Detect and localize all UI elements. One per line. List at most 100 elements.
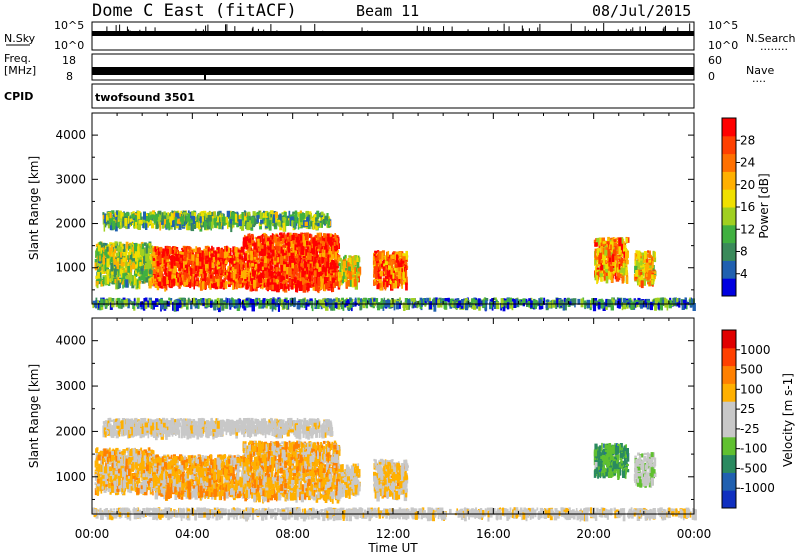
power-data-point bbox=[204, 266, 207, 271]
power-data-point bbox=[351, 271, 355, 275]
power-data-point bbox=[626, 302, 629, 309]
power-data-point bbox=[347, 270, 351, 273]
power-data-point bbox=[335, 277, 338, 281]
power-data-point bbox=[652, 250, 655, 258]
power-data-point bbox=[383, 263, 387, 271]
power-data-point bbox=[185, 251, 188, 258]
power-data-point bbox=[154, 246, 157, 253]
power-data-point bbox=[173, 278, 176, 285]
power-data-point bbox=[138, 280, 142, 284]
power-data-point bbox=[351, 274, 355, 277]
power-data-point bbox=[284, 259, 287, 268]
power-data-point bbox=[276, 284, 280, 293]
power-data-point bbox=[277, 276, 280, 280]
power-data-point bbox=[317, 248, 320, 252]
power-data-point bbox=[252, 243, 255, 246]
power-data-point bbox=[315, 283, 317, 291]
power-data-point bbox=[320, 240, 324, 244]
power-data-point bbox=[134, 273, 138, 278]
power-data-point bbox=[163, 259, 166, 262]
power-data-point bbox=[386, 251, 388, 259]
power-data-point bbox=[648, 263, 652, 266]
power-data-point bbox=[133, 275, 136, 285]
power-data-point bbox=[245, 281, 249, 290]
power-data-point bbox=[139, 243, 142, 247]
power-data-point bbox=[374, 257, 379, 262]
power-data-point bbox=[130, 243, 133, 251]
power-data-point bbox=[273, 263, 276, 270]
power-data-point bbox=[334, 274, 338, 280]
power-data-point bbox=[605, 275, 609, 284]
power-data-point bbox=[345, 270, 349, 274]
power-data-point bbox=[288, 284, 290, 291]
power-data-point bbox=[171, 254, 174, 264]
power-data-point bbox=[636, 254, 639, 257]
power-data-point bbox=[152, 275, 155, 284]
power-data-point bbox=[265, 277, 268, 286]
power-data-point bbox=[310, 255, 314, 263]
power-data-point bbox=[334, 237, 339, 245]
power-data-point bbox=[317, 244, 321, 252]
power-data-point bbox=[306, 246, 310, 250]
power-data-point bbox=[625, 266, 628, 276]
power-data-point bbox=[152, 271, 155, 276]
power-data-point bbox=[160, 279, 163, 286]
power-data-point bbox=[625, 237, 628, 243]
power-data-point bbox=[295, 237, 299, 243]
power-data-point bbox=[311, 281, 313, 285]
power-data-point bbox=[120, 269, 124, 278]
power-data-point bbox=[309, 280, 312, 288]
power-data-point bbox=[141, 248, 145, 257]
power-data-point bbox=[387, 250, 390, 257]
power-data-point bbox=[638, 255, 642, 259]
power-data-point bbox=[614, 272, 617, 280]
power-data-point bbox=[329, 260, 333, 265]
power-data-point bbox=[261, 279, 266, 283]
power-data-point bbox=[316, 263, 319, 269]
power-data-point bbox=[141, 270, 146, 279]
power-data-point bbox=[337, 277, 340, 282]
power-data-point bbox=[227, 266, 230, 272]
power-data-point bbox=[634, 253, 637, 261]
power-data-point bbox=[129, 242, 132, 246]
power-data-point bbox=[143, 255, 146, 264]
power-data-point bbox=[284, 271, 289, 279]
power-data-point bbox=[283, 255, 288, 262]
power-data-point bbox=[318, 262, 322, 268]
power-data-point bbox=[247, 241, 250, 247]
nsearch-tick-bottom: 10^0 bbox=[708, 39, 738, 52]
power-data-point bbox=[254, 261, 258, 269]
power-data-point bbox=[400, 276, 403, 284]
power-data-point bbox=[623, 261, 625, 264]
power-data-point bbox=[396, 281, 400, 286]
power-data-point bbox=[614, 263, 617, 272]
power-data-point bbox=[319, 232, 322, 238]
power-data-point bbox=[101, 247, 105, 253]
power-data-point bbox=[405, 282, 408, 291]
power-data-point bbox=[195, 246, 198, 253]
power-data-point bbox=[125, 252, 128, 262]
freq-panel: Freq. [MHz] 18 8 60 0 Nave .... bbox=[4, 52, 774, 85]
power-data-point bbox=[610, 255, 613, 262]
power-data-point bbox=[272, 272, 274, 276]
power-data-point bbox=[104, 276, 107, 286]
power-data-point bbox=[383, 263, 386, 267]
power-data-point bbox=[302, 233, 305, 243]
power-data-point bbox=[296, 256, 299, 261]
power-data-point bbox=[132, 244, 136, 247]
power-data-point bbox=[110, 257, 113, 263]
power-data-point bbox=[377, 263, 381, 266]
power-data-point bbox=[292, 270, 296, 279]
power-data-point bbox=[310, 275, 314, 280]
power-data-point bbox=[278, 243, 283, 247]
nave-tick-bottom: 0 bbox=[708, 70, 715, 83]
power-data-point bbox=[603, 273, 606, 277]
power-data-point bbox=[221, 257, 224, 262]
power-data-point bbox=[304, 249, 309, 252]
power-data-point bbox=[357, 299, 361, 305]
power-data-point bbox=[118, 279, 121, 289]
power-data-point bbox=[328, 278, 331, 288]
power-data-point bbox=[134, 242, 138, 252]
power-data-point bbox=[199, 261, 202, 267]
power-data-point bbox=[154, 258, 158, 262]
